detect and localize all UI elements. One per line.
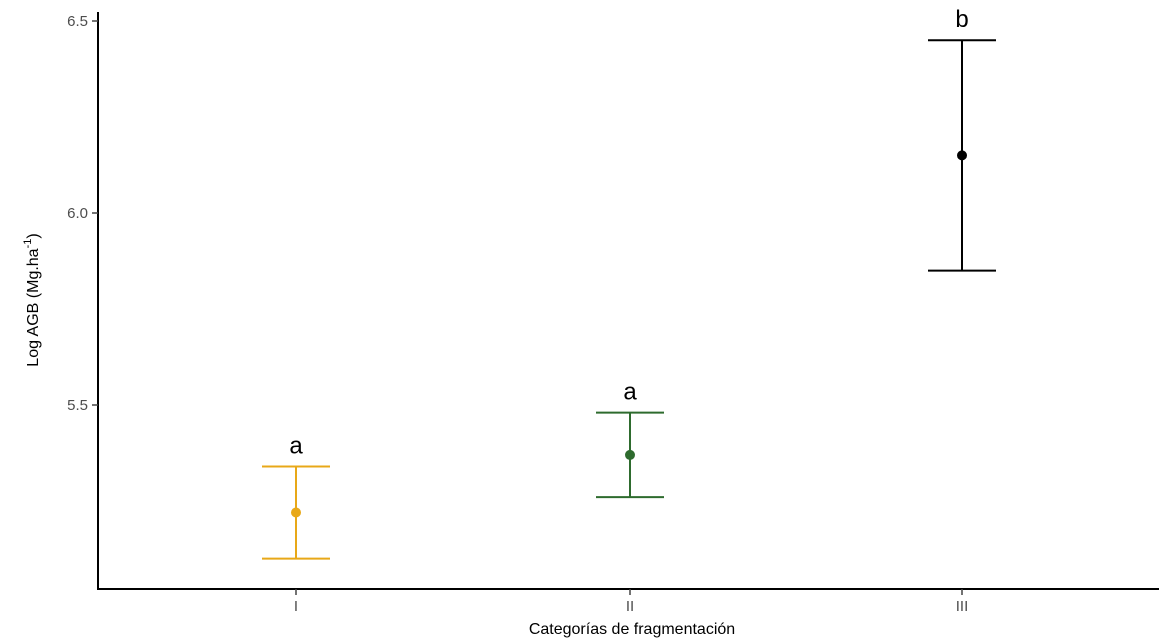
- y-tick-label-1: 6.0: [67, 205, 88, 222]
- y-axis-title-superscript: -1: [22, 239, 34, 249]
- y-tick-label-2: 6.5: [67, 13, 88, 30]
- y-ticks: 5.5 6.0 6.5: [67, 13, 98, 414]
- mean-point-II: [625, 449, 635, 460]
- error-bar-group-III: b: [928, 6, 996, 272]
- mean-point-I: [291, 507, 301, 518]
- x-tick-label-1: II: [626, 598, 634, 615]
- x-ticks: I II III: [294, 589, 968, 615]
- y-tick-label-0: 5.5: [67, 397, 88, 414]
- mean-point-III: [957, 150, 967, 161]
- significance-letter-I: a: [289, 432, 303, 459]
- significance-letter-III: b: [955, 6, 968, 33]
- x-tick-label-0: I: [294, 598, 298, 615]
- y-axis-title-close: ): [25, 233, 42, 238]
- y-axis-title-main: Log AGB (Mg.ha: [25, 248, 42, 366]
- plot-area: a a b: [262, 6, 996, 560]
- x-axis-title: Categorías de fragmentación: [529, 621, 735, 638]
- y-axis-title: Log AGB (Mg.ha-1): [22, 233, 42, 366]
- significance-letter-II: a: [623, 379, 637, 406]
- x-tick-label-2: III: [956, 598, 969, 615]
- error-bar-group-I: a: [262, 432, 330, 560]
- error-bar-group-II: a: [596, 379, 664, 499]
